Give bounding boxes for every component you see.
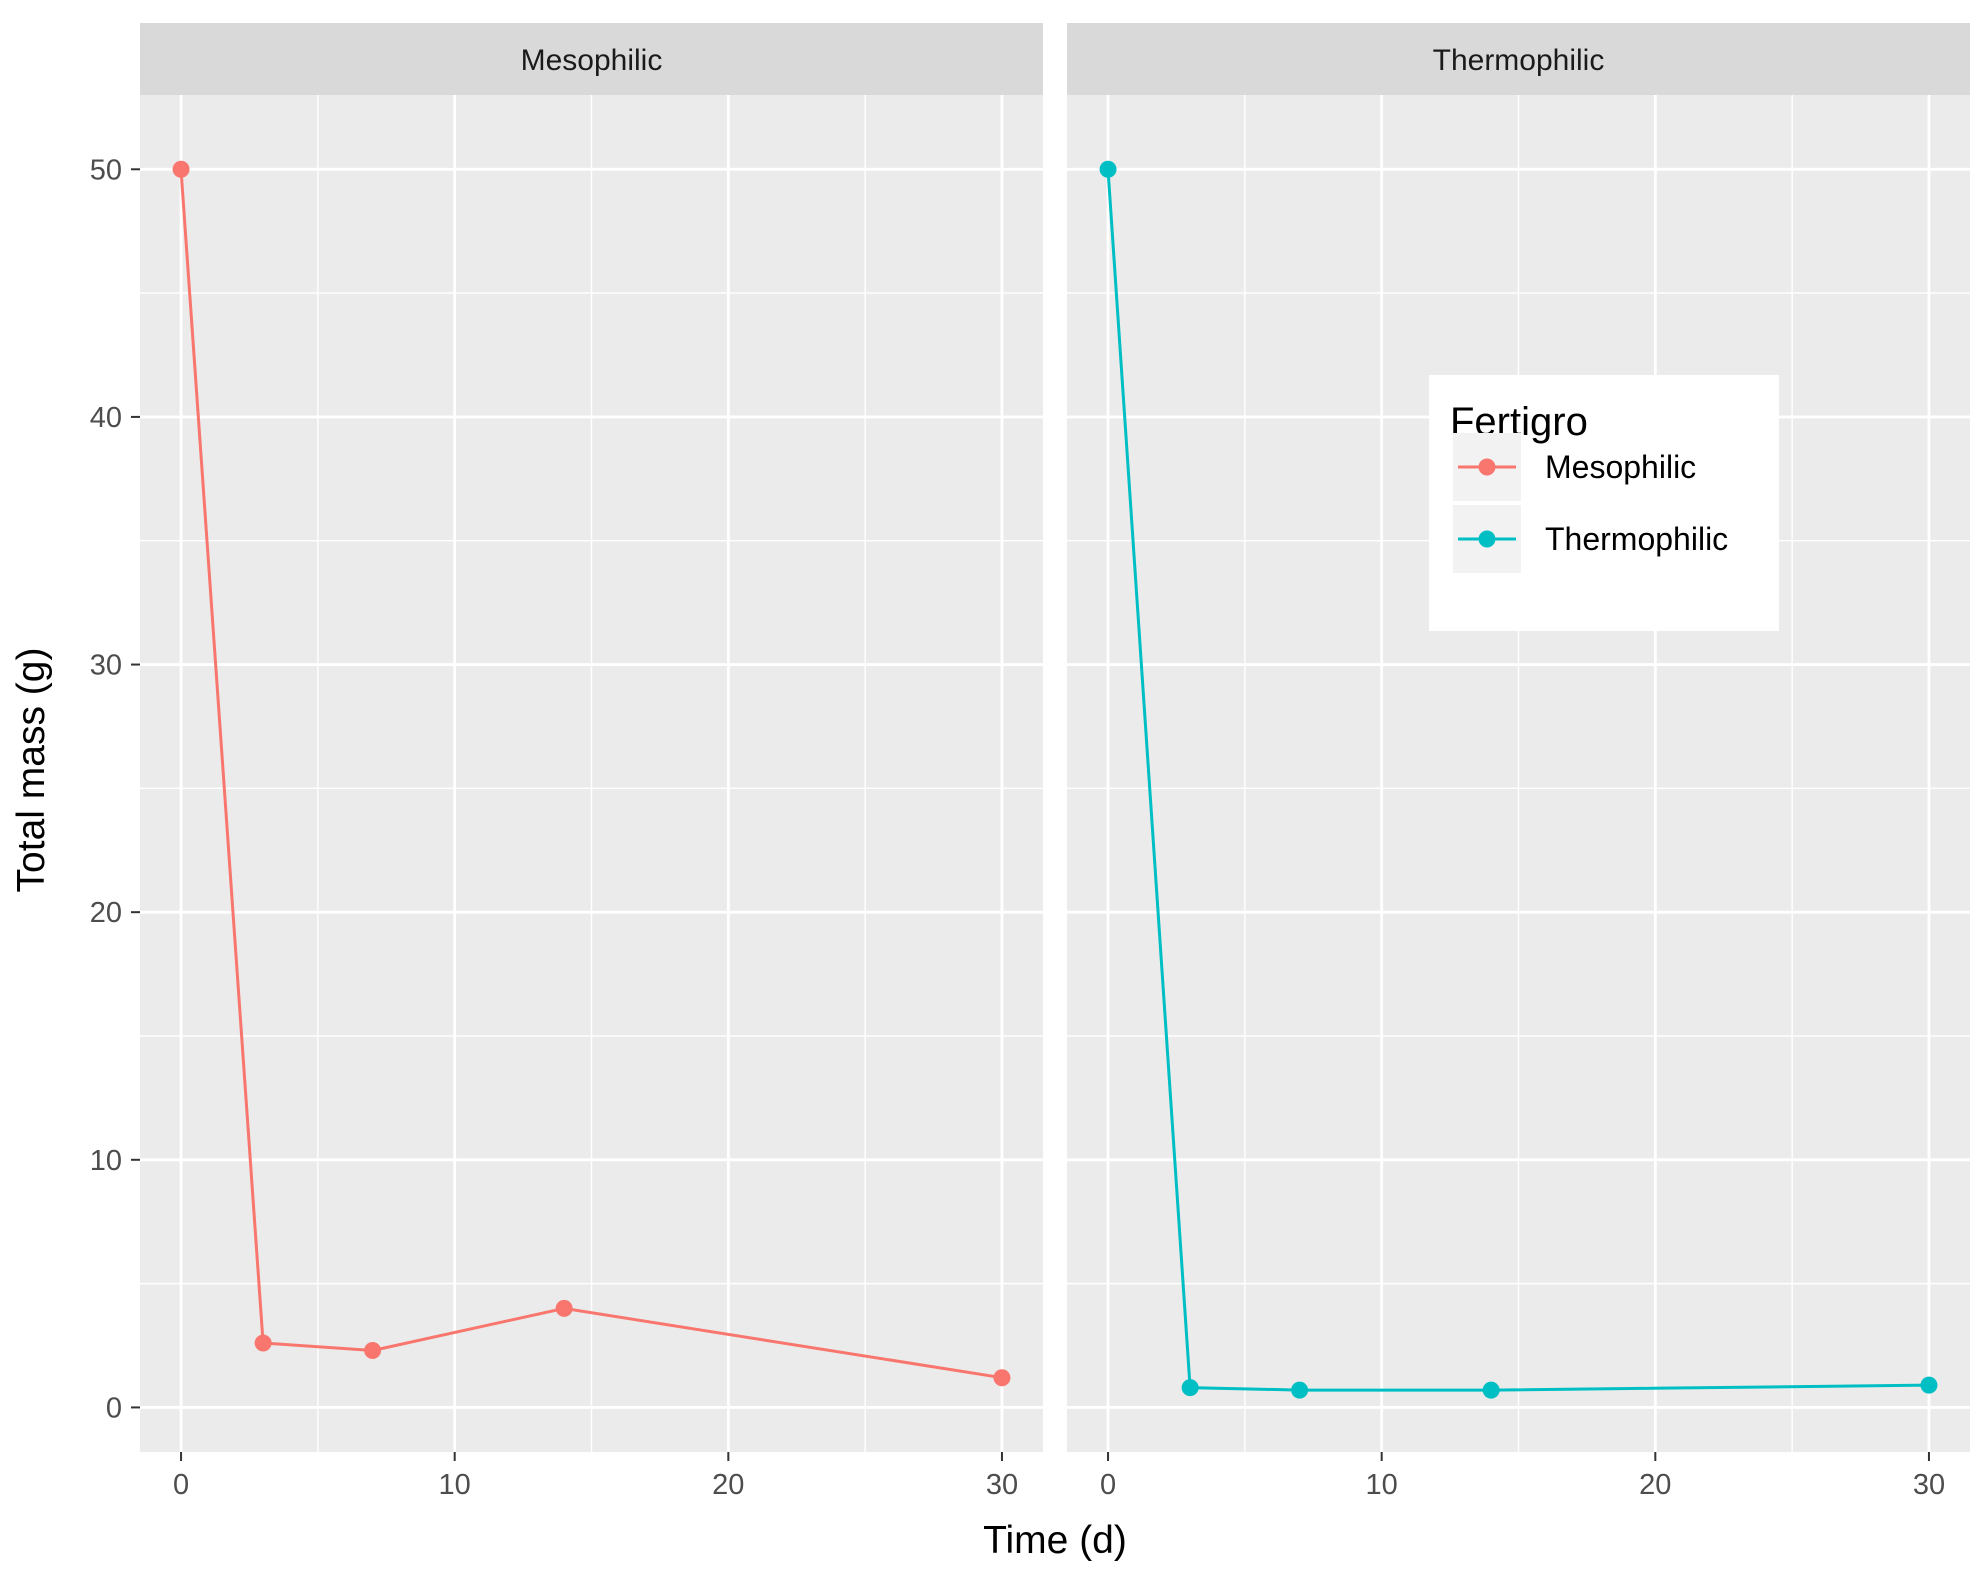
y-tick-label: 50 — [90, 154, 122, 186]
x-tick-label: 20 — [1639, 1469, 1671, 1501]
x-tick-label: 30 — [1913, 1469, 1945, 1501]
legend-label: Thermophilic — [1545, 521, 1728, 557]
legend-key-point — [1478, 530, 1496, 548]
data-point — [364, 1341, 382, 1359]
y-axis-title: Total mass (g) — [10, 648, 53, 893]
facet-strip-label: Mesophilic — [521, 44, 663, 77]
panel-thermophilic: Thermophilic 0 10 20 30 — [1067, 23, 1970, 1501]
legend-label: Mesophilic — [1545, 449, 1696, 485]
panel-mesophilic: Mesophilic 0 10 20 30 — [140, 23, 1043, 1501]
data-point — [1181, 1379, 1199, 1397]
data-point — [993, 1369, 1011, 1387]
legend-box — [1429, 375, 1779, 631]
y-tick-label: 20 — [90, 897, 122, 929]
legend-keys: Mesophilic Thermophilic — [1453, 433, 1728, 573]
y-tick-label: 30 — [90, 650, 122, 682]
x-tick-label: 30 — [986, 1469, 1018, 1501]
y-tick-label: 10 — [90, 1145, 122, 1177]
data-point — [555, 1299, 573, 1317]
y-axis: 0 10 20 30 40 50 — [90, 154, 140, 1424]
facet-strip — [1067, 23, 1970, 95]
legend-key-point — [1478, 458, 1496, 476]
x-tick-label: 0 — [173, 1469, 189, 1501]
facet-strip — [140, 23, 1043, 95]
x-axis-title: Time (d) — [983, 1519, 1127, 1562]
y-tick-label: 40 — [90, 402, 122, 434]
data-point — [172, 160, 190, 178]
data-point — [1099, 160, 1117, 178]
facet-strip-label: Thermophilic — [1433, 44, 1605, 77]
y-tick-label: 0 — [106, 1392, 122, 1424]
facet-panels: Mesophilic 0 10 20 30 Thermophilic 0 10 20 30 — [140, 23, 1970, 1501]
data-point — [254, 1334, 272, 1352]
data-point — [1291, 1381, 1309, 1399]
x-tick-label: 20 — [712, 1469, 744, 1501]
data-point — [1920, 1376, 1938, 1394]
x-tick-label: 10 — [439, 1469, 471, 1501]
x-tick-label: 0 — [1100, 1469, 1116, 1501]
legend-entry-mesophilic: Mesophilic — [1453, 433, 1696, 501]
x-tick-label: 10 — [1366, 1469, 1398, 1501]
legend-entry-thermophilic: Thermophilic — [1453, 505, 1728, 573]
data-point — [1482, 1381, 1500, 1399]
